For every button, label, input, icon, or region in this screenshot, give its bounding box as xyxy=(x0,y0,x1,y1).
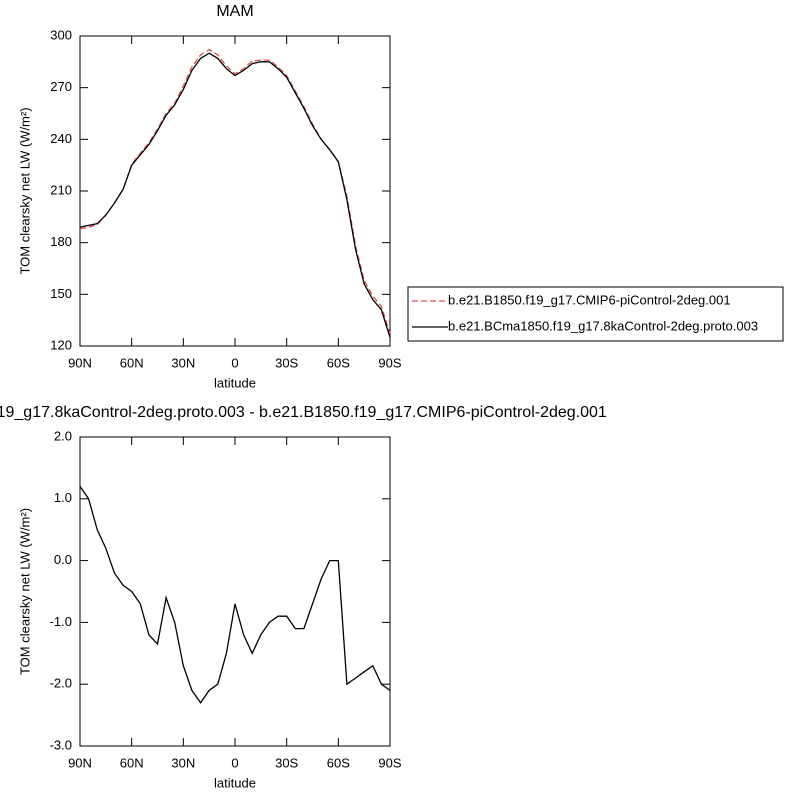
x-tick-label: 0 xyxy=(231,755,238,770)
plot-frame xyxy=(79,436,391,747)
chart-title: b.e21.BCma1850.f19_g17.8kaControl-2deg.p… xyxy=(0,404,607,421)
x-tick-label: 30N xyxy=(171,355,195,370)
y-tick-label: 180 xyxy=(50,234,72,249)
y-axis-label: TOM clearsky net LW (W/m²) xyxy=(17,107,32,274)
x-axis-label: latitude xyxy=(214,775,256,790)
y-tick-label: 300 xyxy=(50,27,72,42)
y-tick-label: 210 xyxy=(50,182,72,197)
x-tick-label: 60N xyxy=(120,355,144,370)
y-tick-label: 270 xyxy=(50,79,72,94)
y-tick-label: -1.0 xyxy=(50,614,72,629)
x-tick-label: 30S xyxy=(275,755,298,770)
y-tick-label: -3.0 xyxy=(50,737,72,752)
plot-frame xyxy=(79,35,391,347)
x-tick-label: 30N xyxy=(171,755,195,770)
x-tick-label: 30S xyxy=(275,355,298,370)
x-tick-label: 60N xyxy=(120,755,144,770)
y-tick-label: 2.0 xyxy=(54,428,72,443)
x-tick-label: 90S xyxy=(378,355,401,370)
y-tick-label: -2.0 xyxy=(50,676,72,691)
y-tick-label: 120 xyxy=(50,337,72,352)
x-axis-label: latitude xyxy=(214,375,256,390)
x-tick-label: 90N xyxy=(68,355,92,370)
y-tick-label: 1.0 xyxy=(54,490,72,505)
x-tick-label: 90S xyxy=(378,755,401,770)
data-line xyxy=(79,52,391,338)
x-tick-label: 0 xyxy=(231,355,238,370)
chart-title: MAM xyxy=(216,3,253,20)
data-line xyxy=(79,486,391,704)
y-axis-label: TOM clearsky net LW (W/m²) xyxy=(17,508,32,675)
x-tick-label: 60S xyxy=(327,755,350,770)
legend-label: b.e21.BCma1850.f19_g17.8kaControl-2deg.p… xyxy=(448,318,758,333)
x-tick-label: 60S xyxy=(327,355,350,370)
data-line xyxy=(79,49,391,335)
x-tick-label: 90N xyxy=(68,755,92,770)
y-tick-label: 0.0 xyxy=(54,552,72,567)
legend-label: b.e21.B1850.f19_g17.CMIP6-piControl-2deg… xyxy=(448,292,731,307)
y-tick-label: 150 xyxy=(50,286,72,301)
legend-box xyxy=(407,286,784,342)
y-tick-label: 240 xyxy=(50,131,72,146)
